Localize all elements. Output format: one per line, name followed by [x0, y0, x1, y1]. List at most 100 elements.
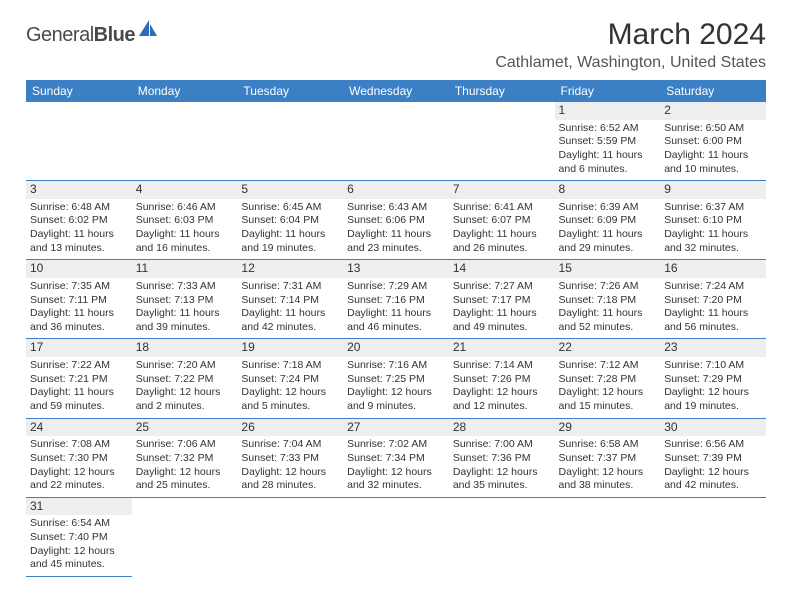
sunset-text: Sunset: 7:29 PM [664, 373, 762, 387]
sunrise-text: Sunrise: 6:43 AM [347, 201, 445, 215]
calendar-cell: 13Sunrise: 7:29 AMSunset: 7:16 PMDayligh… [343, 260, 449, 339]
sunset-text: Sunset: 7:36 PM [453, 452, 551, 466]
day-number: 8 [555, 181, 661, 199]
day-number: 16 [660, 260, 766, 278]
daylight-text: Daylight: 11 hours and 42 minutes. [241, 307, 339, 334]
calendar-cell: 29Sunrise: 6:58 AMSunset: 7:37 PMDayligh… [555, 418, 661, 497]
sunrise-text: Sunrise: 6:46 AM [136, 201, 234, 215]
daylight-text: Daylight: 12 hours and 22 minutes. [30, 466, 128, 493]
day-number: 25 [132, 419, 238, 437]
sunrise-text: Sunrise: 7:31 AM [241, 280, 339, 294]
sunset-text: Sunset: 7:16 PM [347, 294, 445, 308]
day-number: 4 [132, 181, 238, 199]
calendar-cell: 15Sunrise: 7:26 AMSunset: 7:18 PMDayligh… [555, 260, 661, 339]
sunset-text: Sunset: 7:37 PM [559, 452, 657, 466]
sunset-text: Sunset: 7:22 PM [136, 373, 234, 387]
day-number: 27 [343, 419, 449, 437]
sunrise-text: Sunrise: 7:06 AM [136, 438, 234, 452]
calendar-cell [343, 497, 449, 576]
calendar-cell: 31Sunrise: 6:54 AMSunset: 7:40 PMDayligh… [26, 497, 132, 576]
sunset-text: Sunset: 7:32 PM [136, 452, 234, 466]
day-number: 7 [449, 181, 555, 199]
sunrise-text: Sunrise: 6:56 AM [664, 438, 762, 452]
calendar-cell: 27Sunrise: 7:02 AMSunset: 7:34 PMDayligh… [343, 418, 449, 497]
calendar-cell: 14Sunrise: 7:27 AMSunset: 7:17 PMDayligh… [449, 260, 555, 339]
sunset-text: Sunset: 6:02 PM [30, 214, 128, 228]
sunrise-text: Sunrise: 6:37 AM [664, 201, 762, 215]
logo-text: GeneralBlue [26, 24, 135, 47]
logo: GeneralBlue [26, 24, 159, 47]
daylight-text: Daylight: 11 hours and 52 minutes. [559, 307, 657, 334]
sunset-text: Sunset: 7:30 PM [30, 452, 128, 466]
calendar-table: SundayMondayTuesdayWednesdayThursdayFrid… [26, 80, 766, 577]
calendar-cell: 25Sunrise: 7:06 AMSunset: 7:32 PMDayligh… [132, 418, 238, 497]
title-block: March 2024 Cathlamet, Washington, United… [495, 18, 766, 78]
daylight-text: Daylight: 12 hours and 25 minutes. [136, 466, 234, 493]
calendar-cell: 18 Sunrise: 7:20 AMSunset: 7:22 PMDayligh… [132, 339, 238, 418]
sunrise-text: Sunrise: 6:50 AM [664, 122, 762, 136]
calendar-cell [343, 102, 449, 181]
sunrise-text: Sunrise: 7:04 AM [241, 438, 339, 452]
calendar-cell: 21Sunrise: 7:14 AMSunset: 7:26 PMDayligh… [449, 339, 555, 418]
day-number: 18 [132, 339, 238, 357]
sunrise-text: Sunrise: 7:18 AM [241, 359, 339, 373]
day-number: 17 [26, 339, 132, 357]
calendar-cell: 24Sunrise: 7:08 AMSunset: 7:30 PMDayligh… [26, 418, 132, 497]
day-number: 19 [237, 339, 343, 357]
day-number: 12 [237, 260, 343, 278]
day-header: Monday [132, 80, 238, 102]
sunset-text: Sunset: 6:10 PM [664, 214, 762, 228]
sail-icon [137, 18, 159, 43]
day-number: 3 [26, 181, 132, 199]
calendar-cell: 23Sunrise: 7:10 AMSunset: 7:29 PMDayligh… [660, 339, 766, 418]
sunrise-text: Sunrise: 7:20 AM [136, 359, 234, 373]
day-number: 22 [555, 339, 661, 357]
sunset-text: Sunset: 7:13 PM [136, 294, 234, 308]
sunrise-text: Sunrise: 7:02 AM [347, 438, 445, 452]
sunset-text: Sunset: 7:33 PM [241, 452, 339, 466]
sunset-text: Sunset: 6:03 PM [136, 214, 234, 228]
sunset-text: Sunset: 7:25 PM [347, 373, 445, 387]
sunrise-text: Sunrise: 7:10 AM [664, 359, 762, 373]
calendar-cell: 7Sunrise: 6:41 AMSunset: 6:07 PMDaylight… [449, 181, 555, 260]
calendar-cell [132, 102, 238, 181]
daylight-text: Daylight: 12 hours and 45 minutes. [30, 545, 128, 572]
calendar-cell [237, 497, 343, 576]
sunset-text: Sunset: 7:28 PM [559, 373, 657, 387]
daylight-text: Daylight: 12 hours and 32 minutes. [347, 466, 445, 493]
calendar-cell: 4Sunrise: 6:46 AMSunset: 6:03 PMDaylight… [132, 181, 238, 260]
daylight-text: Daylight: 11 hours and 46 minutes. [347, 307, 445, 334]
day-header: Saturday [660, 80, 766, 102]
sunset-text: Sunset: 6:04 PM [241, 214, 339, 228]
sunrise-text: Sunrise: 6:52 AM [559, 122, 657, 136]
day-number: 15 [555, 260, 661, 278]
daylight-text: Daylight: 11 hours and 23 minutes. [347, 228, 445, 255]
daylight-text: Daylight: 11 hours and 59 minutes. [30, 386, 128, 413]
sunrise-text: Sunrise: 6:48 AM [30, 201, 128, 215]
calendar-cell: 8Sunrise: 6:39 AMSunset: 6:09 PMDaylight… [555, 181, 661, 260]
sunrise-text: Sunrise: 6:58 AM [559, 438, 657, 452]
sunset-text: Sunset: 7:18 PM [559, 294, 657, 308]
daylight-text: Daylight: 12 hours and 42 minutes. [664, 466, 762, 493]
sunset-text: Sunset: 7:26 PM [453, 373, 551, 387]
logo-word-1: General [26, 24, 94, 46]
day-number: 26 [237, 419, 343, 437]
calendar-cell: 10Sunrise: 7:35 AMSunset: 7:11 PMDayligh… [26, 260, 132, 339]
sunrise-text: Sunrise: 7:08 AM [30, 438, 128, 452]
sunrise-text: Sunrise: 6:39 AM [559, 201, 657, 215]
daylight-text: Daylight: 12 hours and 2 minutes. [136, 386, 234, 413]
day-number: 21 [449, 339, 555, 357]
calendar-cell: 12Sunrise: 7:31 AMSunset: 7:14 PMDayligh… [237, 260, 343, 339]
calendar-body: 1Sunrise: 6:52 AMSunset: 5:59 PMDaylight… [26, 102, 766, 576]
sunset-text: Sunset: 6:09 PM [559, 214, 657, 228]
day-number: 11 [132, 260, 238, 278]
day-number: 5 [237, 181, 343, 199]
calendar-cell [237, 102, 343, 181]
sunrise-text: Sunrise: 7:22 AM [30, 359, 128, 373]
sunset-text: Sunset: 7:20 PM [664, 294, 762, 308]
calendar-cell [26, 102, 132, 181]
sunrise-text: Sunrise: 6:41 AM [453, 201, 551, 215]
day-number: 14 [449, 260, 555, 278]
daylight-text: Daylight: 12 hours and 19 minutes. [664, 386, 762, 413]
location: Cathlamet, Washington, United States [495, 54, 766, 72]
